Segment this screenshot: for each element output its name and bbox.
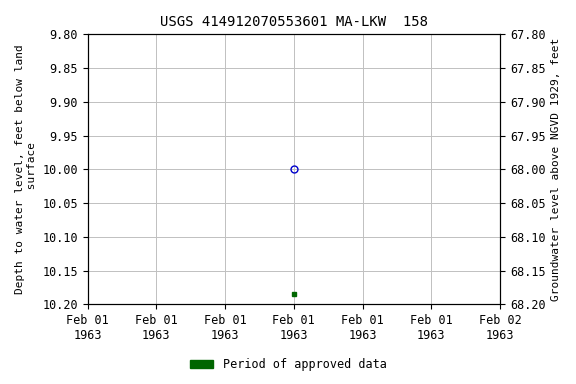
Title: USGS 414912070553601 MA-LKW  158: USGS 414912070553601 MA-LKW 158 bbox=[160, 15, 428, 29]
Legend: Period of approved data: Period of approved data bbox=[185, 354, 391, 376]
Y-axis label: Groundwater level above NGVD 1929, feet: Groundwater level above NGVD 1929, feet bbox=[551, 38, 561, 301]
Y-axis label: Depth to water level, feet below land
 surface: Depth to water level, feet below land su… bbox=[15, 45, 37, 294]
